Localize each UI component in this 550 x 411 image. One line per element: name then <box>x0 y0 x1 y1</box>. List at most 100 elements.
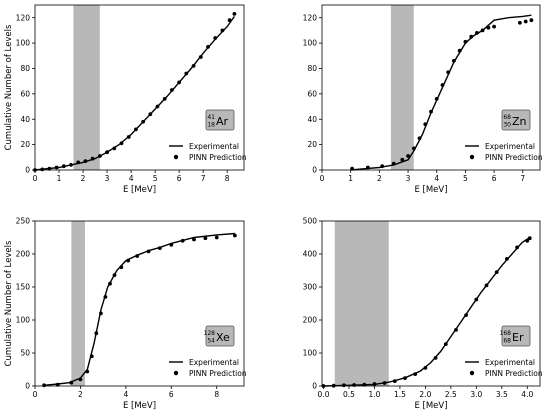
data-point <box>169 242 174 247</box>
data-point <box>99 311 103 316</box>
data-point <box>515 245 519 250</box>
x-axis-label: E [MeV] <box>123 185 156 195</box>
isotope-mass-number: 68 <box>503 114 511 121</box>
legend-label: Experimental <box>485 142 535 151</box>
data-point <box>443 342 448 346</box>
axes-frame <box>34 220 245 387</box>
x-axis-label: E [MeV] <box>414 401 447 411</box>
y-tick-label: 0 <box>312 382 317 391</box>
y-tick-label: 20 <box>307 140 317 149</box>
data-point <box>440 83 445 87</box>
data-point <box>527 236 532 241</box>
isotope-symbol: Zn <box>512 115 527 128</box>
x-axis-label: E [MeV] <box>414 185 447 195</box>
x-tick-label: 0 <box>320 174 325 183</box>
data-point <box>192 237 196 242</box>
data-point <box>406 154 410 158</box>
data-point <box>177 80 182 85</box>
shaded-band <box>73 5 100 170</box>
data-point <box>400 157 405 162</box>
data-point <box>492 24 496 29</box>
data-point <box>162 97 167 101</box>
data-point <box>464 313 468 317</box>
x-tick-label: 0 <box>33 174 38 183</box>
panel-bottom-right: 0.0 0.5 1.0 1.5 2.0 2.5 3.0 3.5 4.0 0 100 200 300 400… <box>303 217 543 411</box>
data-point <box>232 12 237 16</box>
data-point <box>98 154 102 158</box>
data-point <box>518 20 522 25</box>
y-tick-label: 80 <box>307 64 317 73</box>
data-point <box>83 159 88 164</box>
y-tick-label: 0 <box>312 166 317 175</box>
legend-point-icon <box>173 154 179 160</box>
data-point <box>155 104 160 109</box>
legend-label: Experimental <box>485 358 535 367</box>
data-point <box>380 164 385 169</box>
x-tick-label: 2.5 <box>445 390 457 399</box>
y-tick-label: 20 <box>20 140 30 149</box>
x-tick-label: 0.0 <box>318 390 330 399</box>
x-tick-label: 6 <box>492 174 497 183</box>
y-axis-label: Cumulative Number of Levels <box>4 24 14 150</box>
data-point <box>475 31 479 35</box>
legend-label: PINN Prediction <box>189 369 247 378</box>
data-point <box>392 379 397 383</box>
isotope-atomic-number: 54 <box>207 338 215 345</box>
data-point <box>42 383 46 388</box>
x-tick-label: 3 <box>105 174 110 183</box>
x-tick-label: 1.0 <box>368 390 380 399</box>
x-tick-label: 3.0 <box>470 390 482 399</box>
data-point <box>135 254 140 258</box>
y-tick-label: 120 <box>303 13 318 22</box>
data-point <box>342 383 346 388</box>
isotope-mass-number: 168 <box>500 330 512 337</box>
y-tick-label: 200 <box>16 250 31 259</box>
data-point <box>382 381 387 385</box>
data-point <box>85 369 90 374</box>
x-tick-label: 5 <box>153 174 158 183</box>
x-tick-label: 4 <box>434 174 439 183</box>
isotope-mass-number: 128 <box>204 330 216 337</box>
data-point <box>505 257 509 261</box>
isotope-atomic-number: 18 <box>207 122 215 129</box>
x-tick-label: 8 <box>225 174 230 183</box>
data-point <box>484 283 489 288</box>
x-tick-label: 6 <box>177 174 182 183</box>
legend-label: Experimental <box>189 358 239 367</box>
data-point <box>220 28 225 33</box>
data-point <box>463 39 468 44</box>
data-point <box>119 265 124 270</box>
data-point <box>180 238 185 243</box>
data-point <box>112 273 117 277</box>
y-tick-label: 100 <box>303 39 318 48</box>
x-tick-label: 0 <box>33 390 38 399</box>
data-point <box>454 328 458 332</box>
y-tick-label: 200 <box>303 316 318 325</box>
data-point <box>423 366 428 370</box>
x-tick-label: 2.0 <box>419 390 431 399</box>
isotope-label-box <box>501 325 531 347</box>
shaded-band <box>390 5 414 170</box>
x-tick-label: 1.5 <box>394 390 406 399</box>
data-point <box>69 163 73 167</box>
data-point <box>69 380 74 385</box>
data-point <box>90 156 95 161</box>
x-tick-label: 6 <box>169 390 174 399</box>
data-point <box>158 246 162 251</box>
x-tick-label: 5 <box>463 174 468 183</box>
data-point <box>391 161 396 166</box>
data-point <box>105 150 109 155</box>
x-tick-label: 7 <box>201 174 206 183</box>
data-point <box>78 377 83 382</box>
y-tick-label: 100 <box>16 316 31 325</box>
y-tick-label: 100 <box>303 349 318 358</box>
data-point <box>148 112 153 117</box>
data-point <box>108 281 112 286</box>
data-point <box>134 127 138 132</box>
axes-frame <box>34 4 245 171</box>
x-tick-label: 3 <box>406 174 411 183</box>
panel-bottom-left: 0 2 4 6 8 0 50 100 150 200 250 E [MeV] Cumulative Nu… <box>4 217 247 411</box>
data-point <box>61 164 66 169</box>
data-point <box>403 376 407 380</box>
data-point <box>94 331 99 336</box>
